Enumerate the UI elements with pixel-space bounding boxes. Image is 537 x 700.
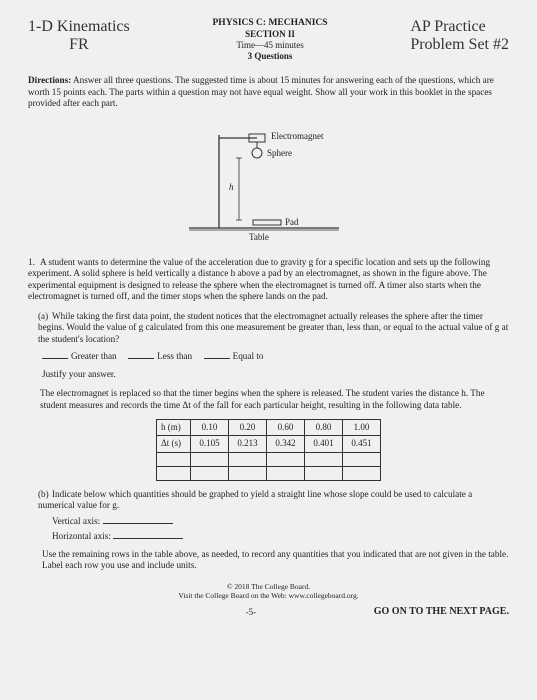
apparatus-figure: Electromagnet Sphere h Pad Table: [179, 130, 359, 243]
copyright-1: © 2018 The College Board.: [28, 582, 509, 591]
q1-intro: A student wants to determine the value o…: [28, 257, 490, 302]
table-row: h (m) 0.10 0.20 0.60 0.80 1.00: [157, 420, 381, 436]
q1b-text: Indicate below which quantities should b…: [38, 489, 472, 511]
handwritten-left: 1-D Kinematics FR: [28, 18, 130, 53]
q1b-label: (b): [38, 489, 52, 501]
table-row: Δt (s) 0.105 0.213 0.342 0.401 0.451: [157, 436, 381, 452]
fig-h-label: h: [229, 182, 234, 192]
copyright-2: Visit the College Board on the Web: www.…: [28, 591, 509, 600]
table-cell: 0.20: [229, 420, 267, 436]
horizontal-axis-row: Horizontal axis:: [52, 531, 509, 543]
hw-left-2: FR: [28, 36, 130, 54]
q1-part-b: (b)Indicate below which quantities shoul…: [38, 489, 509, 512]
blank-row-label[interactable]: [157, 466, 191, 480]
q1b-text2: Use the remaining rows in the table abov…: [42, 549, 509, 572]
blank-lt[interactable]: [128, 351, 154, 359]
directions-label: Directions:: [28, 75, 71, 85]
section-label: SECTION II: [213, 29, 328, 39]
fig-pad-label: Pad: [285, 217, 299, 227]
fig-table-label: Table: [249, 232, 269, 240]
table-cell[interactable]: [305, 466, 343, 480]
hw-left-1: 1-D Kinematics: [28, 18, 130, 36]
table-cell: 0.342: [267, 436, 305, 452]
question-1: 1.A student wants to determine the value…: [28, 257, 509, 572]
q1a-text: While taking the first data point, the s…: [38, 311, 508, 344]
fig-sphere-label: Sphere: [267, 148, 292, 158]
vertical-axis-row: Vertical axis:: [52, 516, 509, 528]
q1a-justify: Justify your answer.: [42, 369, 509, 381]
table-cell[interactable]: [267, 466, 305, 480]
haxis-blank[interactable]: [113, 531, 183, 539]
table-cell: 0.80: [305, 420, 343, 436]
table-cell: 0.105: [191, 436, 229, 452]
table-cell[interactable]: [229, 466, 267, 480]
data-table: h (m) 0.10 0.20 0.60 0.80 1.00 Δt (s) 0.…: [156, 419, 381, 481]
vaxis-blank[interactable]: [103, 516, 173, 524]
q1-intro-row: 1.A student wants to determine the value…: [28, 257, 509, 303]
haxis-label: Horizontal axis:: [52, 531, 111, 541]
table-cell: 0.10: [191, 420, 229, 436]
table-cell[interactable]: [191, 452, 229, 466]
q1-number: 1.: [28, 257, 40, 269]
course-title: PHYSICS C: MECHANICS: [213, 18, 328, 28]
table-cell[interactable]: [343, 452, 381, 466]
table-cell[interactable]: [267, 452, 305, 466]
q1a-label: (a): [38, 311, 52, 323]
table-row: [157, 466, 381, 480]
q1-part-a: (a)While taking the first data point, th…: [38, 311, 509, 346]
page-header: 1-D Kinematics FR PHYSICS C: MECHANICS S…: [28, 18, 509, 61]
choice-eq: Equal to: [233, 351, 264, 361]
row1-label: h (m): [157, 420, 191, 436]
blank-eq[interactable]: [204, 351, 230, 359]
q1a-choices: Greater than Less than Equal to: [42, 351, 509, 363]
row2-label: Δt (s): [157, 436, 191, 452]
copyright: © 2018 The College Board. Visit the Coll…: [28, 582, 509, 600]
q1-para2: The electromagnet is replaced so that th…: [40, 388, 509, 411]
page-number: -5-: [246, 607, 257, 617]
blank-gt[interactable]: [42, 351, 68, 359]
table-row: [157, 452, 381, 466]
go-on-label: GO ON TO THE NEXT PAGE.: [374, 606, 509, 617]
choice-gt: Greater than: [71, 351, 117, 361]
table-cell: 0.60: [267, 420, 305, 436]
table-cell: 0.401: [305, 436, 343, 452]
table-cell: 0.213: [229, 436, 267, 452]
directions-text: Answer all three questions. The suggeste…: [28, 75, 494, 108]
table-cell[interactable]: [229, 452, 267, 466]
hw-right-2: Problem Set #2: [410, 36, 509, 54]
q1b-axes: Vertical axis: Horizontal axis: Use the …: [52, 516, 509, 572]
handwritten-right: AP Practice Problem Set #2: [410, 18, 509, 53]
choice-lt: Less than: [157, 351, 192, 361]
blank-row-label[interactable]: [157, 452, 191, 466]
page-footer: -5- GO ON TO THE NEXT PAGE.: [28, 606, 509, 617]
questions-label: 3 Questions: [213, 51, 328, 61]
fig-electromagnet-label: Electromagnet: [271, 131, 324, 141]
vaxis-label: Vertical axis:: [52, 516, 100, 526]
printed-header: PHYSICS C: MECHANICS SECTION II Time—45 …: [213, 18, 328, 61]
time-label: Time—45 minutes: [213, 40, 328, 50]
table-cell: 1.00: [343, 420, 381, 436]
table-cell: 0.451: [343, 436, 381, 452]
table-cell[interactable]: [191, 466, 229, 480]
table-cell[interactable]: [343, 466, 381, 480]
directions: Directions: Answer all three questions. …: [28, 75, 509, 110]
hw-right-1: AP Practice: [410, 18, 509, 36]
table-cell[interactable]: [305, 452, 343, 466]
